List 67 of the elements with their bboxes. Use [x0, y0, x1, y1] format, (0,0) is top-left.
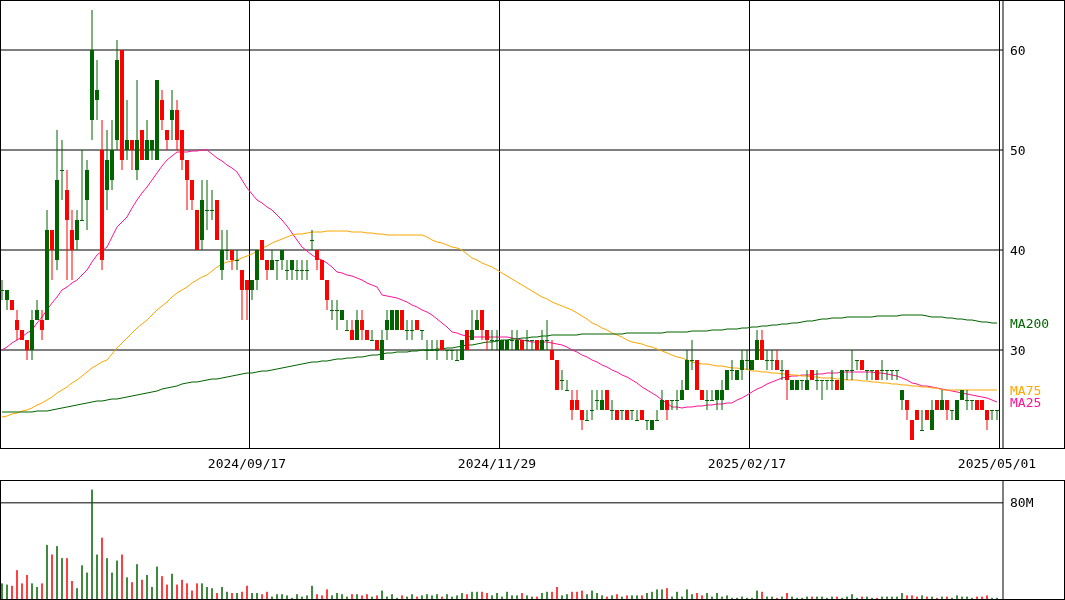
x-tick-label: 2025/02/17 — [707, 456, 787, 471]
candlestick — [40, 309, 44, 341]
candlestick — [230, 249, 234, 271]
candlestick — [370, 329, 374, 341]
candlestick — [360, 309, 364, 341]
candlestick — [50, 229, 54, 281]
candlestick — [130, 139, 134, 171]
candlestick — [900, 389, 904, 411]
candlestick — [480, 309, 484, 341]
candlestick — [585, 409, 589, 421]
candlestick — [265, 259, 269, 281]
candlestick — [755, 329, 759, 361]
y-tick-label: 30 — [1010, 342, 1026, 358]
candlestick — [665, 399, 669, 421]
candlestick — [185, 159, 189, 211]
y-tick-label: 40 — [1010, 242, 1026, 258]
candlestick — [905, 399, 909, 421]
candlestick — [25, 339, 29, 361]
candlestick — [345, 319, 349, 331]
candlestick — [70, 209, 74, 281]
candlestick — [580, 409, 584, 431]
candlestick — [125, 99, 129, 161]
candlestick — [620, 409, 624, 421]
candlestick — [920, 409, 924, 431]
candlestick — [325, 279, 329, 311]
candlestick — [855, 359, 859, 371]
candlestick — [290, 259, 294, 281]
candlestick — [470, 309, 474, 341]
x-tick-label: 2025/05/01 — [957, 456, 1037, 471]
candlestick — [315, 249, 319, 271]
y-tick-label: 60 — [1010, 42, 1026, 58]
candlestick — [285, 259, 289, 281]
candlestick — [610, 399, 614, 421]
candlestick — [630, 409, 634, 421]
candlestick — [985, 409, 989, 431]
candlestick — [420, 329, 424, 341]
x-tick-label: 2024/09/17 — [207, 456, 287, 471]
candlestick — [485, 329, 489, 351]
candlestick — [280, 249, 284, 271]
line-series — [1, 230, 998, 418]
candlestick — [635, 409, 639, 421]
y-tick-label: 50 — [1010, 142, 1026, 158]
candlestick — [170, 89, 174, 141]
candlestick — [190, 179, 194, 211]
line-series — [1, 149, 998, 409]
x-tick-label: 2024/11/29 — [457, 456, 537, 471]
candlestick — [355, 309, 359, 341]
candlestick — [15, 309, 19, 341]
candlestick — [930, 399, 934, 431]
y-tick-label: 80M — [1010, 495, 1034, 511]
candlestick — [235, 249, 239, 271]
candlestick — [380, 329, 384, 361]
candlestick — [560, 369, 564, 391]
candlestick — [250, 279, 254, 301]
line-series — [1, 314, 998, 413]
candlestick — [310, 229, 314, 251]
candlestick — [760, 329, 764, 361]
candlestick — [160, 89, 164, 131]
candlestick — [945, 399, 949, 421]
series-label: MA200 — [1010, 315, 1050, 331]
candlestick — [785, 369, 789, 401]
candlestick — [565, 379, 569, 391]
candlestick — [455, 349, 459, 361]
candlestick — [590, 389, 594, 421]
candlestick — [165, 129, 169, 151]
candlestick — [780, 359, 784, 381]
candlestick — [60, 139, 64, 201]
